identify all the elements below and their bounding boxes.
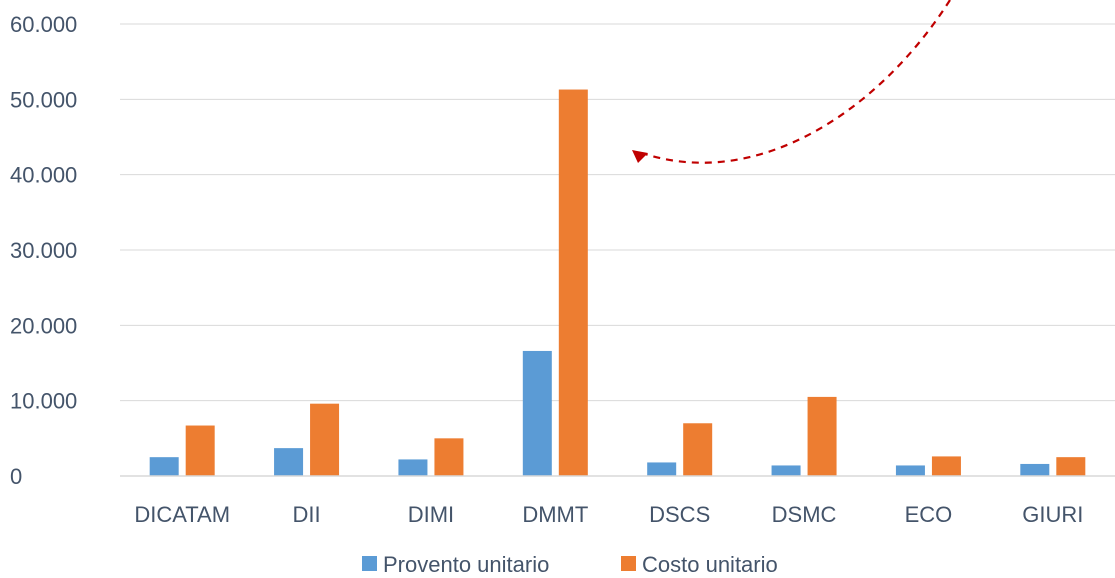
bar-provento-dmmt [522,350,552,476]
x-tick-label: DIMI [408,502,454,527]
bar-provento-dicatam [149,457,179,476]
legend-label: Costo unitario [642,552,778,577]
x-tick-label: DMMT [522,502,588,527]
legend-swatch [621,556,636,571]
y-tick-label: 0 [10,464,22,489]
y-tick-label: 60.000 [10,12,77,37]
bar-costo-dmmt [558,89,588,476]
y-axis-tick-labels: 0 10.000 20.000 30.000 40.000 50.000 60.000 [10,12,77,489]
bar-provento-eco [895,465,925,476]
bar-costo-dii [310,403,340,476]
bar-provento-dimi [398,459,428,476]
bar-costo-dsmc [807,396,837,476]
y-tick-label: 50.000 [10,87,77,112]
bar-costo-dscs [683,423,713,476]
gridlines [120,23,1115,402]
x-tick-label: DII [293,502,321,527]
y-tick-label: 10.000 [10,389,77,414]
bar-provento-dscs [647,462,677,476]
bar-provento-dii [274,448,304,476]
annotation-arrowhead [632,150,648,163]
x-tick-label: GIURI [1022,502,1083,527]
y-tick-label: 20.000 [10,313,77,338]
bar-costo-dimi [434,438,464,476]
y-tick-label: 30.000 [10,238,77,263]
annotation-arrow-path [644,0,951,164]
x-axis-tick-labels: DICATAM DII DIMI DMMT DSCS DSMC ECO GIURI [134,502,1083,527]
bar-costo-giuri [1056,457,1086,476]
x-tick-label: DICATAM [134,502,230,527]
y-tick-label: 40.000 [10,163,77,188]
x-tick-label: DSMC [772,502,837,527]
bar-provento-dsmc [771,465,801,476]
legend: Provento unitario Costo unitario [362,552,778,577]
bar-costo-eco [931,456,961,476]
x-tick-label: DSCS [649,502,710,527]
legend-label: Provento unitario [383,552,549,577]
bars [149,89,1086,476]
x-tick-label: ECO [905,502,953,527]
legend-swatch [362,556,377,571]
bar-costo-dicatam [185,425,215,476]
bar-provento-giuri [1020,463,1050,476]
annotation-dashed-arrow [632,0,951,164]
